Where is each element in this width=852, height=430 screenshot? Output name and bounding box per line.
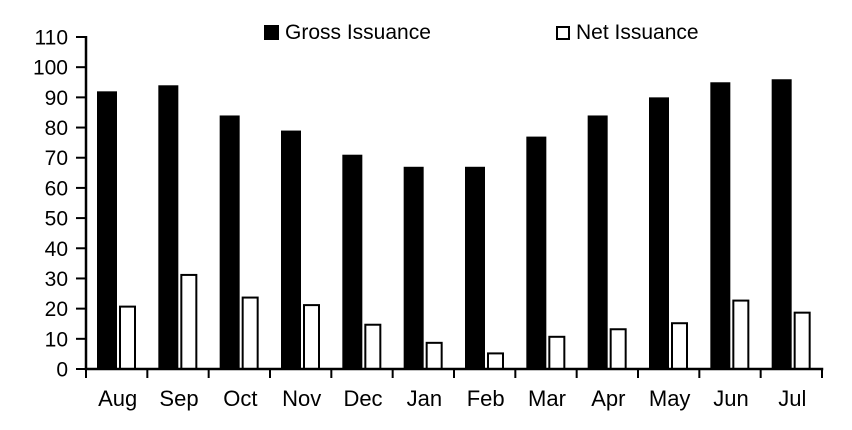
bar-net-may bbox=[671, 322, 688, 370]
x-axis-tick-label: May bbox=[649, 386, 691, 411]
gross-issuance-swatch-icon bbox=[264, 25, 279, 41]
legend-label-net-issuance: Net Issuance bbox=[576, 21, 699, 44]
bar-gross-jan bbox=[403, 166, 424, 369]
x-axis-tick-label: Nov bbox=[282, 386, 321, 411]
bar-net-dec bbox=[364, 323, 382, 370]
y-axis-tick-label: 30 bbox=[45, 268, 68, 291]
bar-net-nov bbox=[303, 304, 320, 371]
x-axis-tick-label: Oct bbox=[223, 386, 257, 411]
x-axis-tick-label: Dec bbox=[343, 386, 382, 411]
y-axis-tick-label: 80 bbox=[45, 117, 68, 140]
y-axis-tick-label: 10 bbox=[45, 328, 68, 351]
y-axis-tick-label: 20 bbox=[45, 298, 68, 321]
bar-net-aug bbox=[119, 305, 136, 371]
bar-net-jul bbox=[793, 311, 811, 370]
bar-gross-nov bbox=[281, 130, 301, 369]
bar-gross-mar bbox=[526, 136, 547, 369]
legend-label-gross-issuance: Gross Issuance bbox=[285, 21, 431, 44]
bar-gross-oct bbox=[219, 115, 240, 370]
y-axis-tick-label: 70 bbox=[45, 147, 68, 170]
x-axis-tick-label: Aug bbox=[98, 386, 137, 411]
bar-net-oct bbox=[241, 296, 259, 370]
bar-net-apr bbox=[609, 328, 627, 370]
bar-net-jan bbox=[425, 341, 443, 371]
x-axis-tick-label: Jan bbox=[407, 386, 442, 411]
legend-item-gross-issuance: Gross Issuance bbox=[264, 21, 431, 44]
bar-gross-jun bbox=[710, 82, 731, 369]
y-axis-tick-label: 40 bbox=[45, 238, 68, 261]
y-axis-tick-label: 90 bbox=[45, 87, 68, 110]
x-axis-tick-label: Apr bbox=[591, 386, 625, 411]
bar-gross-aug bbox=[97, 91, 117, 369]
x-axis-tick-label: Jul bbox=[778, 386, 806, 411]
bar-gross-sep bbox=[158, 85, 179, 370]
y-axis-tick-label: 50 bbox=[45, 208, 68, 231]
y-axis-tick-label: 60 bbox=[45, 177, 68, 200]
bar-gross-may bbox=[649, 97, 669, 369]
y-axis-tick-label: 100 bbox=[33, 57, 68, 80]
x-axis-tick-label: Feb bbox=[467, 386, 505, 411]
y-axis-tick-label: 0 bbox=[56, 359, 68, 382]
x-axis-tick-label: Jun bbox=[713, 386, 748, 411]
bar-net-jun bbox=[732, 299, 750, 370]
bar-gross-apr bbox=[587, 115, 608, 370]
legend-item-net-issuance: Net Issuance bbox=[556, 21, 699, 44]
bar-net-mar bbox=[548, 335, 566, 370]
bar-gross-jul bbox=[771, 79, 792, 369]
bar-gross-feb bbox=[465, 166, 485, 369]
x-axis-tick-label: Mar bbox=[528, 386, 566, 411]
bar-net-sep bbox=[180, 273, 198, 370]
y-axis-tick-label: 110 bbox=[35, 27, 68, 50]
bar-gross-dec bbox=[342, 154, 363, 369]
net-issuance-swatch-icon bbox=[556, 25, 570, 40]
x-axis-tick-label: Sep bbox=[159, 386, 198, 411]
bar-net-feb bbox=[487, 352, 504, 370]
